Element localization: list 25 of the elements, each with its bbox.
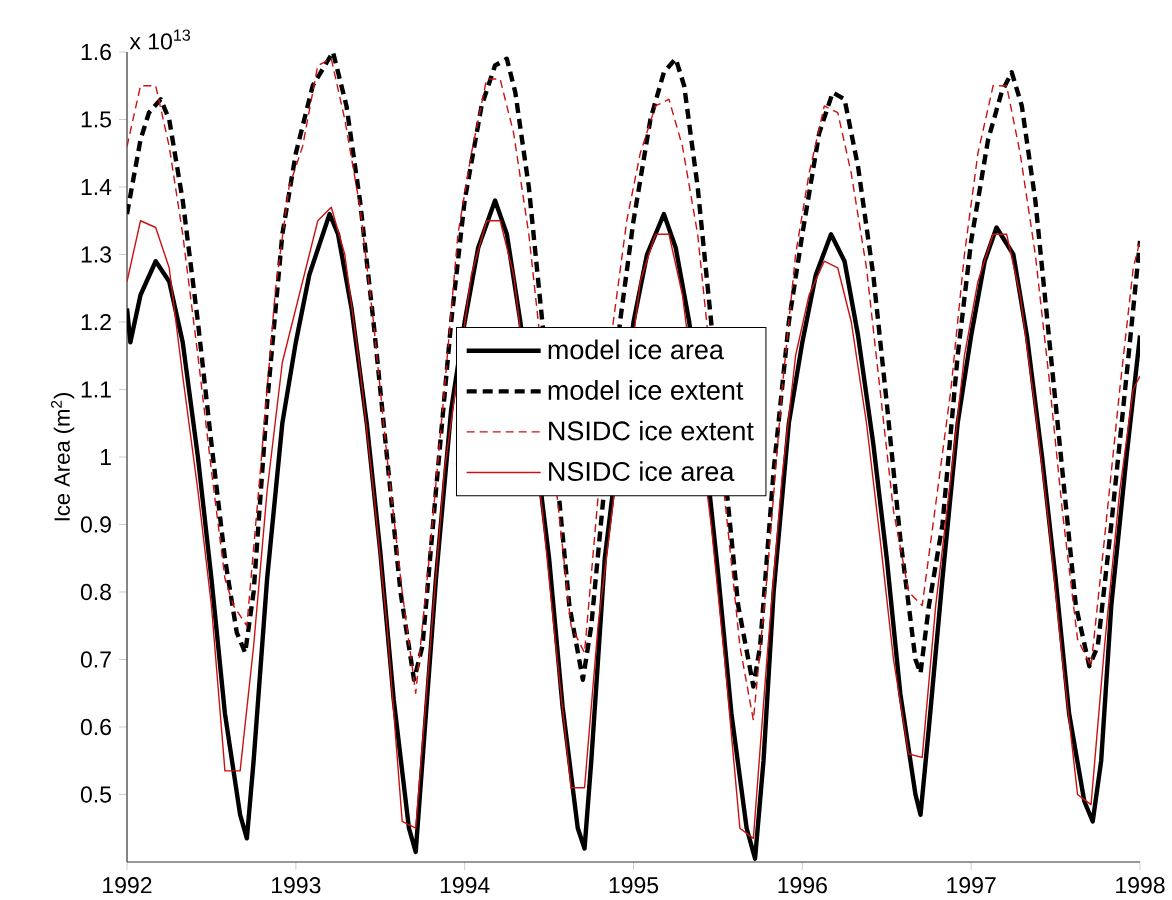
x-tick-label: 1997	[947, 877, 996, 894]
y-tick-label: 1.1	[81, 381, 111, 398]
legend-label: model ice extent	[548, 380, 744, 400]
x-tick-label: 1996	[778, 877, 827, 894]
legend-label: NSIDC ice area	[549, 461, 735, 482]
y-tick-label: 1.4	[81, 179, 112, 195]
x-tick-label: 1998	[1116, 877, 1165, 894]
x-tick-label: 1993	[272, 877, 321, 894]
legend-label: NSIDC ice extent	[549, 420, 754, 441]
y-tick-label: 0.5	[80, 786, 111, 803]
y-tick-label: 0.7	[80, 651, 111, 668]
y-tick-label: 1	[100, 449, 111, 465]
x-tick-label: 1995	[609, 877, 659, 894]
y-tick-label: 1.5	[81, 111, 111, 128]
x-tick-label: 1994	[440, 877, 490, 894]
y-tick-label: 1.6	[81, 43, 111, 61]
y-tick-label: 1.3	[81, 246, 111, 263]
y-tick-label: 1.2	[81, 313, 111, 331]
legend-label: model ice area	[548, 339, 724, 360]
text: x 10$^{13}$	[129, 29, 191, 50]
y-tick-label: 0.6	[80, 718, 111, 736]
y-tick-label: 0.8	[80, 583, 111, 601]
x-tick-label: 1992	[103, 877, 152, 894]
y-axis-title: Ice Area (m$^{2}$)	[50, 393, 75, 521]
y-tick-label: 0.9	[80, 516, 111, 533]
